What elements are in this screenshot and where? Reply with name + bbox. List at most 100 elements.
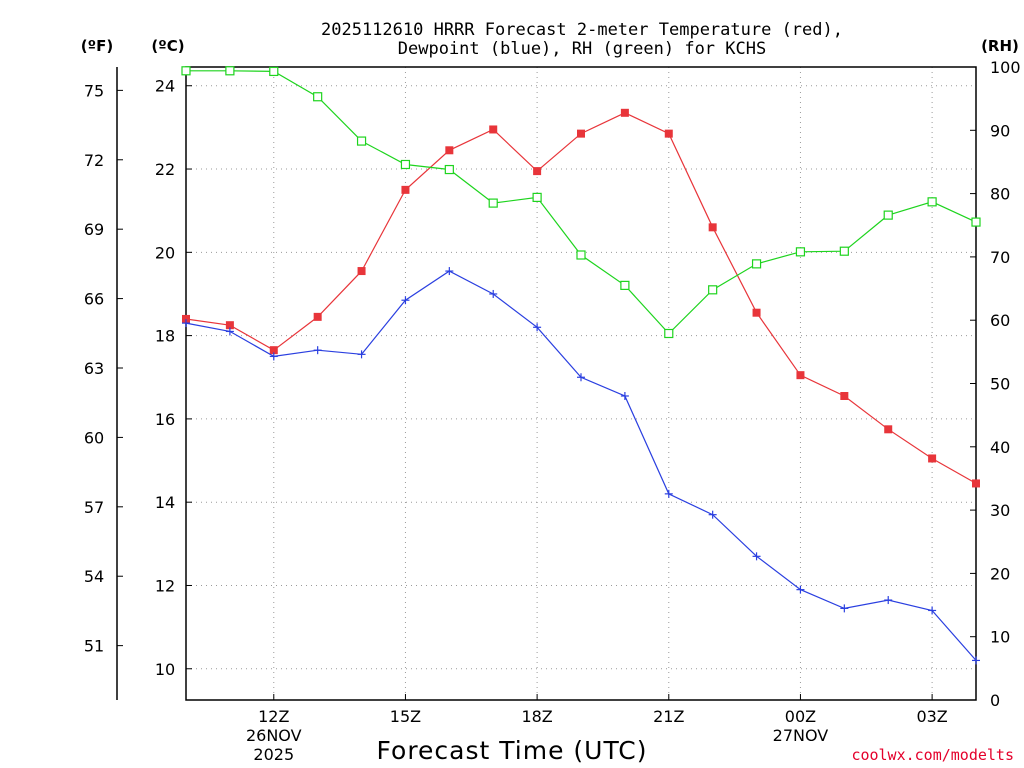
celsius-axis-unit: (ºC) [151, 37, 184, 55]
temperature-data-point [357, 267, 366, 276]
rh-axis-unit: (RH) [981, 37, 1019, 55]
dewpoint-data-point [620, 391, 629, 400]
dewpoint-data-point [182, 319, 190, 328]
x-tick-label: 21Z [653, 707, 684, 726]
fahrenheit-tick-label: 66 [84, 290, 104, 309]
dewpoint-data-point [445, 267, 454, 276]
data-series [181, 66, 981, 665]
dewpoint-data-point [357, 350, 366, 359]
temperature-series-line [185, 112, 977, 484]
rh-data-point [883, 210, 893, 220]
celsius-tick-label: 24 [155, 77, 175, 96]
rh-tick-label: 10 [990, 628, 1010, 647]
rh-data-point [971, 217, 981, 227]
chart-title-line-1: 2025112610 HRRR Forecast 2-meter Tempera… [321, 20, 843, 40]
temperature-data-point [620, 108, 629, 117]
dewpoint-data-point [577, 373, 585, 382]
dewpoint-data-point [533, 323, 542, 332]
celsius-tick-label: 20 [155, 243, 175, 262]
rh-data-point [620, 280, 630, 290]
celsius-tick-label: 12 [155, 576, 175, 595]
dewpoint-data-point [401, 296, 410, 305]
x-axis-label: Forecast Time (UTC) [377, 736, 648, 765]
temperature-data-point [752, 308, 761, 317]
temperature-data-point [225, 321, 234, 330]
temperature-data-point [401, 185, 410, 194]
celsius-tick-label: 22 [155, 160, 175, 179]
dewpoint-data-point [752, 552, 761, 561]
rh-data-point [532, 192, 542, 202]
temperature-data-point [182, 314, 190, 323]
dewpoint-series-line [185, 270, 977, 661]
rh-data-point [356, 136, 367, 146]
fahrenheit-tick-label: 63 [84, 359, 104, 378]
rh-data-point [488, 198, 498, 208]
temperature-data-point [840, 391, 849, 400]
rh-tick-label: 0 [990, 691, 1000, 710]
rh-data-point [927, 197, 937, 207]
dewpoint-data-point [708, 510, 717, 519]
rh-data-point [313, 92, 323, 102]
celsius-tick-label: 16 [155, 410, 175, 429]
dewpoint-data-point [884, 596, 893, 605]
rh-tick-label: 80 [990, 185, 1010, 204]
rh-tick-label: 70 [990, 248, 1010, 267]
rh-data-point [708, 285, 718, 295]
celsius-tick-label: 14 [155, 493, 175, 512]
x-tick-label: 03Z [916, 707, 947, 726]
rh-series-line [186, 70, 977, 335]
rh-data-point [400, 159, 411, 170]
gridlines [186, 67, 976, 700]
temperature-data-point [577, 129, 585, 138]
rh-data-point [576, 250, 586, 260]
fahrenheit-tick-label: 57 [84, 498, 104, 517]
rh-data-point [181, 66, 191, 76]
rh-data-point [664, 328, 674, 339]
x-tick-label: 15Z [390, 707, 421, 726]
dewpoint-data-point [840, 604, 849, 613]
dewpoint-data-point [225, 327, 234, 336]
temperature-data-point [533, 167, 542, 176]
rh-data-point [751, 259, 762, 269]
x-tick-label: 2025 [253, 745, 294, 764]
celsius-tick-label: 18 [155, 327, 175, 346]
temperature-data-point [445, 146, 454, 155]
chart-title-line-2: Dewpoint (blue), RH (green) for KCHS [398, 39, 766, 59]
dewpoint-data-point [796, 585, 805, 594]
rh-tick-label: 40 [990, 438, 1010, 457]
rh-tick-label: 90 [990, 121, 1010, 140]
temperature-data-point [972, 479, 980, 488]
rh-data-point [269, 66, 279, 77]
x-tick-label: 26NOV [246, 726, 302, 745]
dewpoint-data-point [489, 289, 498, 298]
rh-data-point [839, 246, 849, 256]
rh-data-point [225, 66, 235, 76]
fahrenheit-tick-label: 54 [84, 567, 104, 586]
plot-frame [185, 66, 977, 701]
dewpoint-data-point [313, 346, 322, 355]
fahrenheit-axis-unit: (ºF) [81, 37, 113, 55]
temperature-data-point [796, 371, 805, 380]
fahrenheit-tick-label: 69 [84, 220, 104, 239]
rh-tick-label: 60 [990, 311, 1010, 330]
temperature-data-point [928, 454, 937, 463]
dewpoint-data-point [664, 489, 673, 498]
credit-link[interactable]: coolwx.com/modelts [851, 746, 1014, 764]
x-tick-label: 12Z [258, 707, 289, 726]
fahrenheit-tick-label: 60 [84, 428, 104, 447]
celsius-tick-label: 10 [155, 660, 175, 679]
temperature-data-point [884, 425, 893, 434]
rh-tick-label: 30 [990, 501, 1010, 520]
rh-data-point [444, 164, 454, 175]
rh-tick-label: 100 [990, 58, 1021, 77]
rh-data-point [795, 247, 806, 257]
x-tick-label: 00Z [785, 707, 816, 726]
dewpoint-data-point [269, 352, 278, 361]
fahrenheit-tick-label: 51 [84, 637, 104, 656]
dewpoint-data-point [972, 656, 980, 665]
temperature-data-point [269, 346, 278, 355]
rh-tick-label: 50 [990, 375, 1010, 394]
temperature-data-point [489, 125, 498, 134]
